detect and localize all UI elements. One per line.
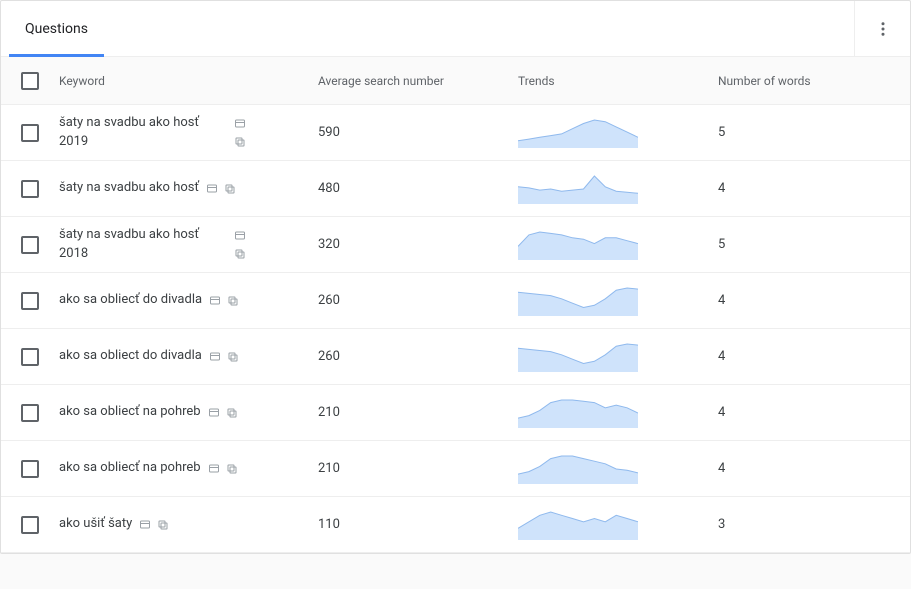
row-checkbox[interactable]	[21, 180, 39, 198]
copy-icon[interactable]	[225, 406, 239, 420]
copy-icon[interactable]	[226, 294, 240, 308]
avg-cell: 480	[318, 181, 518, 196]
select-all-checkbox[interactable]	[21, 72, 39, 90]
sparkline	[518, 342, 638, 372]
table-row: šaty na svadbu ako hosť 2019 590 5	[1, 105, 910, 161]
words-cell: 5	[718, 237, 898, 252]
serp-icon[interactable]	[208, 350, 222, 364]
keyword-text: ako ušiť šaty	[59, 515, 132, 533]
table-row: ako sa obliect do divadla 260 4	[1, 329, 910, 385]
keyword-text: ako sa obliecť na pohreb	[59, 459, 201, 477]
sparkline	[518, 118, 638, 148]
avg-cell: 110	[318, 517, 518, 532]
keyword-icons	[207, 406, 239, 420]
row-checkbox[interactable]	[21, 292, 39, 310]
keyword-icons	[233, 229, 247, 261]
table-row: ako ušiť šaty 110 3	[1, 497, 910, 553]
sparkline	[518, 174, 638, 204]
col-trends[interactable]: Trends	[518, 74, 718, 88]
copy-icon[interactable]	[156, 518, 170, 532]
words-cell: 4	[718, 349, 898, 364]
keyword-text: ako sa obliecť do divadla	[59, 291, 202, 309]
words-cell: 3	[718, 517, 898, 532]
col-words[interactable]: Number of words	[718, 74, 898, 88]
words-cell: 5	[718, 125, 898, 140]
tab-questions[interactable]: Questions	[9, 1, 104, 56]
col-keyword[interactable]: Keyword	[59, 74, 318, 88]
words-cell: 4	[718, 461, 898, 476]
keyword-icons	[233, 117, 247, 149]
keyword-icons	[208, 294, 240, 308]
keyword-text: šaty na svadbu ako hosť 2019	[59, 114, 227, 150]
row-checkbox[interactable]	[21, 460, 39, 478]
table-header-row: Keyword Average search number Trends Num…	[1, 57, 910, 105]
sparkline	[518, 230, 638, 260]
table-row: ako sa obliecť do divadla 260 4	[1, 273, 910, 329]
copy-icon[interactable]	[233, 135, 247, 149]
table-row: šaty na svadbu ako hosť 480 4	[1, 161, 910, 217]
keyword-text: ako sa obliecť na pohreb	[59, 403, 201, 421]
serp-icon[interactable]	[207, 462, 221, 476]
table-row: šaty na svadbu ako hosť 2018 320 5	[1, 217, 910, 273]
header-actions	[854, 1, 910, 56]
table-row: ako sa obliecť na pohreb 210 4	[1, 441, 910, 497]
serp-icon[interactable]	[233, 117, 247, 131]
keyword-text: ako sa obliect do divadla	[59, 347, 202, 365]
trend-cell	[518, 454, 718, 484]
avg-cell: 210	[318, 405, 518, 420]
row-checkbox[interactable]	[21, 348, 39, 366]
keyword-card: Questions Keyword Average search number …	[0, 0, 911, 554]
keyword-text: šaty na svadbu ako hosť 2018	[59, 226, 227, 262]
col-avg[interactable]: Average search number	[318, 74, 518, 88]
serp-icon[interactable]	[208, 294, 222, 308]
words-cell: 4	[718, 181, 898, 196]
avg-cell: 590	[318, 125, 518, 140]
row-checkbox[interactable]	[21, 516, 39, 534]
trend-cell	[518, 398, 718, 428]
copy-icon[interactable]	[225, 462, 239, 476]
tab-label: Questions	[25, 21, 88, 37]
tabs: Questions	[1, 1, 854, 56]
trend-cell	[518, 230, 718, 260]
copy-icon[interactable]	[223, 182, 237, 196]
serp-icon[interactable]	[138, 518, 152, 532]
trend-cell	[518, 342, 718, 372]
sparkline	[518, 398, 638, 428]
copy-icon[interactable]	[233, 247, 247, 261]
avg-cell: 210	[318, 461, 518, 476]
row-checkbox[interactable]	[21, 404, 39, 422]
serp-icon[interactable]	[205, 182, 219, 196]
table-row: ako sa obliecť na pohreb 210 4	[1, 385, 910, 441]
row-checkbox[interactable]	[21, 124, 39, 142]
trend-cell	[518, 118, 718, 148]
trend-cell	[518, 510, 718, 540]
keyword-icons	[138, 518, 170, 532]
avg-cell: 260	[318, 293, 518, 308]
table-body: šaty na svadbu ako hosť 2019 590 5 šaty …	[1, 105, 910, 553]
copy-icon[interactable]	[226, 350, 240, 364]
sparkline	[518, 510, 638, 540]
keyword-text: šaty na svadbu ako hosť	[59, 179, 199, 197]
trend-cell	[518, 286, 718, 316]
sparkline	[518, 454, 638, 484]
keyword-icons	[207, 462, 239, 476]
row-checkbox[interactable]	[21, 236, 39, 254]
serp-icon[interactable]	[233, 229, 247, 243]
avg-cell: 320	[318, 237, 518, 252]
more-vert-icon	[874, 20, 892, 38]
keyword-icons	[205, 182, 237, 196]
avg-cell: 260	[318, 349, 518, 364]
sparkline	[518, 286, 638, 316]
serp-icon[interactable]	[207, 406, 221, 420]
words-cell: 4	[718, 405, 898, 420]
words-cell: 4	[718, 293, 898, 308]
keyword-icons	[208, 350, 240, 364]
more-menu-button[interactable]	[865, 11, 901, 47]
trend-cell	[518, 174, 718, 204]
card-header: Questions	[1, 1, 910, 57]
